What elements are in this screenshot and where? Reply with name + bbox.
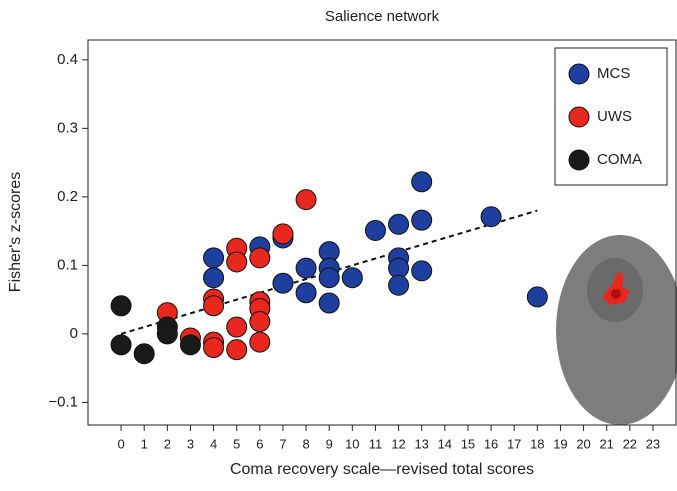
scatter-point xyxy=(227,252,247,272)
scatter-point xyxy=(250,248,270,268)
scatter-point xyxy=(296,190,316,210)
x-tick-label: 3 xyxy=(187,436,194,451)
y-tick-label: 0 xyxy=(70,325,78,342)
scatter-point xyxy=(157,324,177,344)
scatter-point xyxy=(227,340,247,360)
chart-title: Salience network xyxy=(325,8,440,25)
legend-marker xyxy=(569,64,589,84)
x-tick-label: 9 xyxy=(326,436,333,451)
scatter-point xyxy=(227,317,247,337)
scatter-point xyxy=(204,268,224,288)
chart: Salience network Coma recovery scale—rev… xyxy=(0,0,677,486)
x-tick-label: 14 xyxy=(438,436,452,451)
x-tick-label: 21 xyxy=(599,436,613,451)
y-axis-label: Fisher's z-scores xyxy=(7,172,24,292)
y-tick-label: 0.3 xyxy=(57,119,78,136)
scatter-point xyxy=(342,268,362,288)
y-tick-label: −0.1 xyxy=(48,393,78,410)
x-tick-label: 19 xyxy=(553,436,567,451)
x-tick-label: 11 xyxy=(369,436,383,451)
y-tick-label: 0.4 xyxy=(57,51,78,68)
scatter-point xyxy=(111,335,131,355)
x-tick-label: 15 xyxy=(461,436,475,451)
scatter-point xyxy=(389,275,409,295)
y-tick-label: 0.2 xyxy=(57,188,78,205)
x-axis-label: Coma recovery scale—revised total scores xyxy=(230,461,534,478)
scatter-point xyxy=(204,338,224,358)
scatter-point xyxy=(273,273,293,293)
scatter-point xyxy=(134,344,154,364)
scatter-point xyxy=(319,293,339,313)
scatter-point xyxy=(180,335,200,355)
legend-marker xyxy=(569,107,589,127)
x-tick-label: 5 xyxy=(233,436,240,451)
x-tick-label: 20 xyxy=(576,436,590,451)
activation-core xyxy=(611,289,621,299)
x-tick-label: 0 xyxy=(117,436,124,451)
scatter-point xyxy=(250,312,270,332)
scatter-point xyxy=(273,224,293,244)
x-tick-label: 16 xyxy=(484,436,498,451)
x-tick-label: 6 xyxy=(256,436,263,451)
scatter-point xyxy=(481,207,501,227)
scatter-point xyxy=(204,248,224,268)
scatter-point xyxy=(204,296,224,316)
scatter-point xyxy=(111,296,131,316)
x-tick-label: 10 xyxy=(345,436,359,451)
scatter-point xyxy=(527,287,547,307)
x-tick-label: 23 xyxy=(646,436,660,451)
scatter-point xyxy=(412,210,432,230)
legend-label: UWS xyxy=(597,108,632,125)
legend-label: MCS xyxy=(597,65,630,82)
scatter-point xyxy=(365,220,385,240)
x-tick-label: 12 xyxy=(391,436,405,451)
x-tick-label: 2 xyxy=(164,436,171,451)
x-tick-label: 17 xyxy=(507,436,521,451)
scatter-point xyxy=(319,268,339,288)
scatter-point xyxy=(412,172,432,192)
x-tick-label: 22 xyxy=(623,436,637,451)
scatter-point xyxy=(412,261,432,281)
page: Salience network Coma recovery scale—rev… xyxy=(0,0,677,491)
x-tick-label: 18 xyxy=(530,436,544,451)
scatter-point xyxy=(296,258,316,278)
x-tick-label: 13 xyxy=(414,436,428,451)
legend-label: COMA xyxy=(597,151,642,168)
x-tick-label: 7 xyxy=(279,436,286,451)
scatter-point xyxy=(389,214,409,234)
scatter-point xyxy=(250,332,270,352)
x-tick-label: 4 xyxy=(210,436,217,451)
x-tick-label: 1 xyxy=(141,436,148,451)
brain-inset xyxy=(556,235,677,425)
scatter-point xyxy=(296,283,316,303)
legend-marker xyxy=(569,150,589,170)
y-tick-label: 0.1 xyxy=(57,256,78,273)
x-tick-label: 8 xyxy=(302,436,309,451)
